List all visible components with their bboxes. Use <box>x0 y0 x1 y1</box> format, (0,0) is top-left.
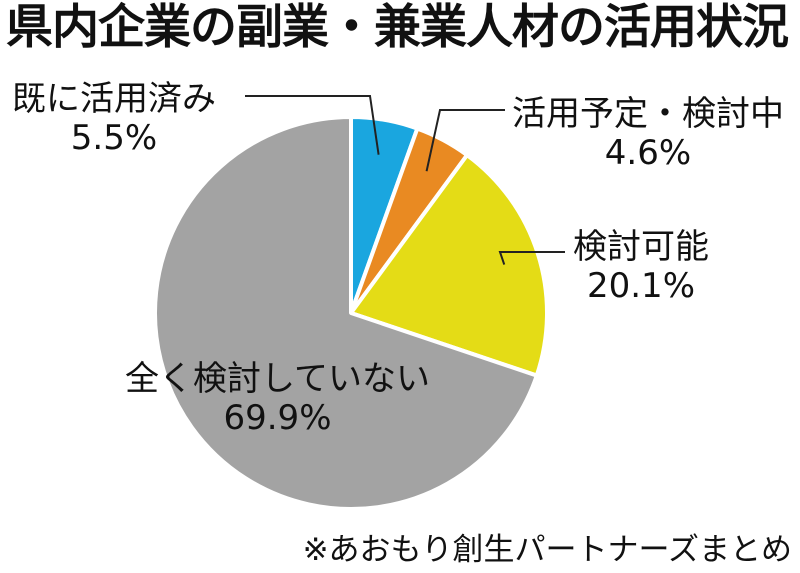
slice-value: 5.5% <box>70 118 158 159</box>
slice-label-possible: 検討可能 20.1% <box>573 227 709 307</box>
slice-name: 全く検討していない <box>125 359 430 399</box>
slice-value: 20.1% <box>586 266 695 307</box>
slice-name: 検討可能 <box>573 227 709 267</box>
slice-label-not-considering: 全く検討していない 69.9% <box>125 359 430 439</box>
source-note: ※あおもり創生パートナーズまとめ <box>302 532 792 568</box>
chart-title: 県内企業の副業・兼業人材の活用状況 <box>6 0 789 55</box>
leader-line <box>425 109 505 172</box>
slice-name: 活用予定・検討中 <box>512 94 784 134</box>
slice-name: 既に活用済み <box>12 79 216 119</box>
leader-line <box>245 95 380 155</box>
slice-value: 69.9% <box>223 398 332 439</box>
slice-value: 4.6% <box>604 133 692 174</box>
slice-label-already-using: 既に活用済み 5.5% <box>12 79 216 159</box>
leader-line <box>498 251 565 265</box>
slice-label-planned: 活用予定・検討中 4.6% <box>512 94 784 174</box>
pie-slice <box>349 153 549 378</box>
pie-slice <box>153 115 539 511</box>
